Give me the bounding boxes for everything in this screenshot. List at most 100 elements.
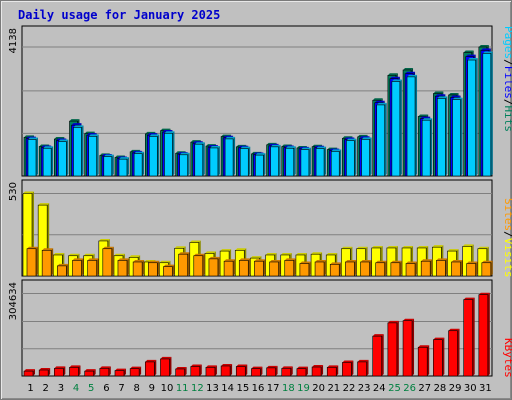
y-max-label-2: 530 (8, 182, 19, 201)
kbytes-bar (205, 365, 217, 377)
x-tick-label: 2 (43, 383, 49, 394)
x-tick-label: 21 (327, 383, 340, 394)
pages-bar (406, 74, 418, 177)
x-tick-label: 5 (88, 383, 94, 394)
pages-bar (42, 146, 54, 177)
legend-label-3: KBytes (502, 338, 512, 378)
pages-bar (482, 51, 493, 177)
kbytes-bar (99, 366, 111, 377)
x-tick-label: 7 (118, 383, 124, 394)
pages-bar (315, 146, 327, 177)
kbytes-bar (433, 337, 445, 377)
sites-bar (193, 253, 205, 277)
chart-title: Daily usage for January 2025 (18, 8, 221, 22)
kbytes-bar (220, 363, 233, 377)
legend-hits: Hits (502, 106, 512, 133)
kbytes-bar (281, 366, 293, 377)
pages-bar (391, 79, 402, 177)
kbytes-bar (23, 369, 35, 377)
x-tick-label: 27 (418, 383, 431, 394)
sites-bar (314, 259, 327, 277)
sites-bar (329, 262, 342, 277)
x-tick-label: 31 (479, 383, 492, 394)
kbytes-bar (342, 360, 354, 377)
x-tick-label: 12 (191, 383, 204, 394)
kbytes-bar (235, 364, 248, 377)
pages-bar (179, 152, 190, 177)
pages-bar (133, 151, 145, 177)
pages-bar (452, 97, 463, 177)
legend-sites: Sites (502, 198, 512, 231)
kbytes-bar (129, 366, 142, 377)
pages-bar (361, 137, 372, 177)
x-tick-label: 14 (221, 383, 234, 394)
x-tick-label: 9 (149, 383, 155, 394)
pages-bar (346, 138, 357, 177)
x-tick-label: 24 (373, 383, 386, 394)
x-tick-label: 10 (161, 383, 174, 394)
kbytes-bar (387, 320, 399, 377)
x-tick-label: 16 (252, 383, 265, 394)
sites-bar (390, 260, 402, 277)
sites-bar (178, 252, 190, 277)
pages-bar (467, 58, 478, 177)
pages-bar (437, 96, 448, 177)
x-tick-label: 13 (206, 383, 219, 394)
y-max-label-3: 304634 (8, 282, 19, 320)
pages-bar (300, 147, 311, 177)
pages-bar (88, 134, 99, 177)
kbytes-bar (417, 345, 430, 377)
sites-bar (117, 258, 129, 277)
pages-bar (224, 136, 236, 177)
pages-bar (148, 134, 160, 177)
kbytes-bar (84, 369, 96, 377)
sites-bar (436, 258, 448, 277)
legend-visits: Visits (502, 238, 512, 278)
legend-kbytes: KBytes (502, 338, 512, 378)
legend-files: Files (502, 66, 512, 99)
sites-bar (208, 256, 220, 277)
x-tick-label: 28 (434, 383, 447, 394)
sites-bar (269, 259, 281, 277)
sites-bar (284, 258, 296, 277)
x-tick-label: 3 (58, 383, 64, 394)
pages-bar (285, 146, 296, 177)
kbytes-bar (448, 328, 460, 377)
pages-bar (270, 144, 281, 177)
sites-bar (57, 263, 69, 277)
sites-bar (87, 258, 99, 277)
kbytes-bar (69, 365, 81, 377)
y-max-label-1: 4138 (8, 28, 19, 53)
sites-bar (420, 259, 433, 277)
pages-bar (239, 146, 251, 177)
pages-bar (58, 139, 69, 177)
x-tick-label: 15 (236, 383, 249, 394)
sites-bar (360, 259, 372, 277)
kbytes-bar (160, 356, 172, 377)
sites-bar (102, 246, 114, 277)
x-tick-label: 8 (134, 383, 140, 394)
x-tick-label: 6 (103, 383, 109, 394)
x-tick-label: 23 (358, 383, 371, 394)
sites-bar (26, 246, 38, 277)
kbytes-bar (114, 368, 126, 377)
pages-bar (209, 145, 220, 177)
sites-bar (345, 259, 357, 277)
x-tick-label: 30 (464, 383, 477, 394)
x-tick-label: 11 (176, 383, 189, 394)
pages-bar (255, 153, 266, 177)
x-tick-label: 1 (27, 383, 33, 394)
x-tick-label: 4 (73, 383, 79, 394)
sites-bar (163, 264, 175, 277)
kbytes-bar (311, 365, 324, 377)
x-tick-label: 22 (343, 383, 356, 394)
kbytes-bar (372, 334, 384, 377)
sites-bar (481, 260, 493, 277)
kbytes-bar (478, 292, 490, 377)
pages-bar (73, 125, 84, 177)
kbytes-bar (251, 366, 263, 377)
x-tick-label: 19 (297, 383, 310, 394)
kbytes-bar (296, 366, 308, 377)
sites-bar (405, 261, 418, 277)
